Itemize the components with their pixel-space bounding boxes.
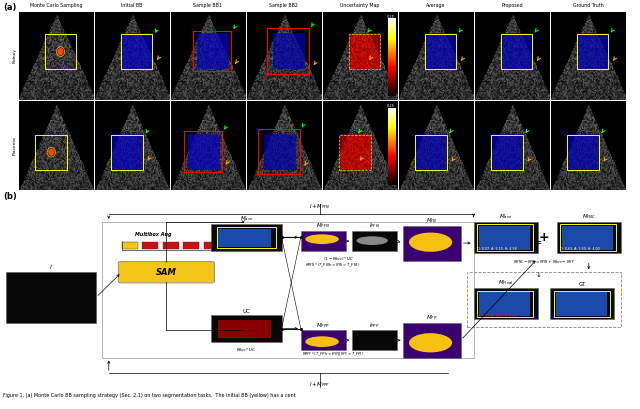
Circle shape — [48, 149, 54, 156]
Text: Monte Carlo Sampling: Monte Carlo Sampling — [29, 3, 82, 8]
FancyBboxPatch shape — [218, 320, 271, 338]
Text: $M_{ave}*UC$: $M_{ave}*UC$ — [236, 346, 257, 354]
FancyBboxPatch shape — [557, 222, 621, 253]
Text: (a): (a) — [3, 3, 17, 12]
FancyBboxPatch shape — [556, 292, 607, 316]
Ellipse shape — [356, 236, 388, 245]
Text: Sample BB2: Sample BB2 — [269, 3, 298, 8]
Text: (b): (b) — [3, 192, 17, 201]
FancyBboxPatch shape — [474, 288, 538, 319]
Bar — [339, 135, 371, 170]
Bar — [45, 34, 76, 69]
FancyBboxPatch shape — [301, 330, 346, 350]
FancyBboxPatch shape — [204, 242, 220, 249]
FancyBboxPatch shape — [163, 242, 179, 249]
Text: Multibox Aug: Multibox Aug — [135, 232, 172, 237]
Bar — [193, 31, 231, 72]
Bar — [121, 34, 152, 69]
Text: Kidney: Kidney — [13, 48, 17, 63]
FancyBboxPatch shape — [211, 315, 282, 342]
Text: D: 0.85, A: 0.27, H: 2.85: D: 0.85, A: 0.27, H: 2.85 — [477, 314, 516, 318]
Bar — [184, 131, 222, 172]
Text: $I_{PPP}$: $I_{PPP}$ — [369, 321, 380, 330]
Text: $M_{ave}$: $M_{ave}$ — [499, 212, 513, 221]
Text: 0: 0 — [393, 93, 395, 97]
Text: $I_{PFN}$: $I_{PFN}$ — [369, 222, 380, 230]
Text: $I + M_{PFN}$: $I + M_{PFN}$ — [309, 202, 331, 211]
Circle shape — [58, 48, 63, 55]
Text: Proposed: Proposed — [501, 3, 523, 8]
FancyBboxPatch shape — [218, 229, 271, 247]
Text: Initial BB: Initial BB — [121, 3, 143, 8]
Bar — [349, 34, 380, 69]
Text: $M_{ave}$: $M_{ave}$ — [239, 214, 253, 222]
FancyBboxPatch shape — [479, 226, 530, 250]
FancyBboxPatch shape — [183, 242, 199, 249]
FancyBboxPatch shape — [474, 222, 538, 253]
Bar — [577, 34, 609, 69]
Text: $M_{FNC}$: $M_{FNC}$ — [582, 212, 596, 221]
Ellipse shape — [305, 234, 339, 244]
Text: Uncertainty Map: Uncertainty Map — [340, 3, 380, 8]
Text: $M_{PFN}$: $M_{PFN}$ — [316, 222, 330, 230]
FancyBboxPatch shape — [550, 288, 614, 319]
FancyBboxPatch shape — [403, 323, 461, 357]
Bar — [267, 29, 309, 74]
Text: Ground Truth: Ground Truth — [573, 3, 604, 8]
Bar — [425, 34, 456, 69]
FancyBboxPatch shape — [301, 231, 346, 251]
Bar — [492, 135, 523, 170]
Text: $M_{PP}$: $M_{PP}$ — [426, 313, 438, 322]
FancyBboxPatch shape — [352, 330, 397, 350]
FancyBboxPatch shape — [352, 231, 397, 251]
Text: D: 0.07, A: 5.15, H: 4.58: D: 0.07, A: 5.15, H: 4.58 — [477, 247, 516, 251]
Text: $I + M_{PPP}$: $I + M_{PPP}$ — [309, 380, 331, 389]
Text: 0: 0 — [393, 182, 395, 186]
Text: $M_{FN}$: $M_{FN}$ — [426, 216, 438, 225]
Bar — [500, 34, 532, 69]
Text: 0.25: 0.25 — [387, 14, 395, 18]
Text: $M_{PPP}$: $M_{PPP}$ — [316, 321, 330, 330]
Bar — [35, 135, 67, 170]
Text: UC: UC — [243, 309, 250, 314]
Ellipse shape — [409, 233, 452, 252]
Text: $M_{PPP}*(T\_FPh < I_{PPP}||I_{PPP} < T\_FPl)$: $M_{PPP}*(T\_FPh < I_{PPP}||I_{PPP} < T\… — [301, 351, 364, 358]
FancyBboxPatch shape — [122, 242, 138, 249]
Text: GT: GT — [579, 282, 586, 287]
Ellipse shape — [305, 336, 339, 347]
Text: $(1 - M_{ave})*UC$: $(1 - M_{ave})*UC$ — [323, 256, 355, 263]
Text: $I$: $I$ — [49, 263, 53, 271]
Text: Sample BB1: Sample BB1 — [193, 3, 222, 8]
Text: $M_{FNC} - M_{FP} = M_{FN} + M_{ave} - M_{FP}$: $M_{FNC} - M_{FP} = M_{FN} + M_{ave} - M… — [513, 258, 575, 266]
Text: Figure 1. (a) Monte Carlo BB sampling strategy (Sec. 2.1) on two segmentation ta: Figure 1. (a) Monte Carlo BB sampling st… — [3, 393, 296, 398]
Text: D: 0.63, A: 1.60, H: 4.00: D: 0.63, A: 1.60, H: 4.00 — [560, 247, 600, 251]
FancyBboxPatch shape — [211, 224, 282, 251]
Text: +: + — [539, 231, 549, 244]
FancyBboxPatch shape — [6, 272, 96, 323]
Text: 0.25: 0.25 — [387, 104, 395, 108]
Bar — [111, 135, 143, 170]
Text: =: = — [533, 238, 542, 248]
FancyBboxPatch shape — [479, 292, 530, 316]
FancyBboxPatch shape — [118, 261, 214, 283]
Bar — [258, 129, 300, 174]
FancyBboxPatch shape — [142, 242, 158, 249]
Text: Average: Average — [426, 3, 445, 8]
Ellipse shape — [409, 333, 452, 353]
FancyBboxPatch shape — [403, 225, 461, 261]
Bar — [415, 135, 447, 170]
Text: $\downarrow$: $\downarrow$ — [534, 270, 541, 279]
Text: $M_{PFN}*(T\_FNh > I_{PFN} > T\_FNl)$: $M_{PFN}*(T\_FNh > I_{PFN} > T\_FNl)$ — [305, 261, 360, 269]
Text: $M_{Final}$: $M_{Final}$ — [498, 278, 513, 287]
Bar — [568, 135, 599, 170]
FancyBboxPatch shape — [562, 226, 613, 250]
Text: Placenta: Placenta — [13, 136, 17, 155]
Text: SAM: SAM — [156, 267, 177, 277]
